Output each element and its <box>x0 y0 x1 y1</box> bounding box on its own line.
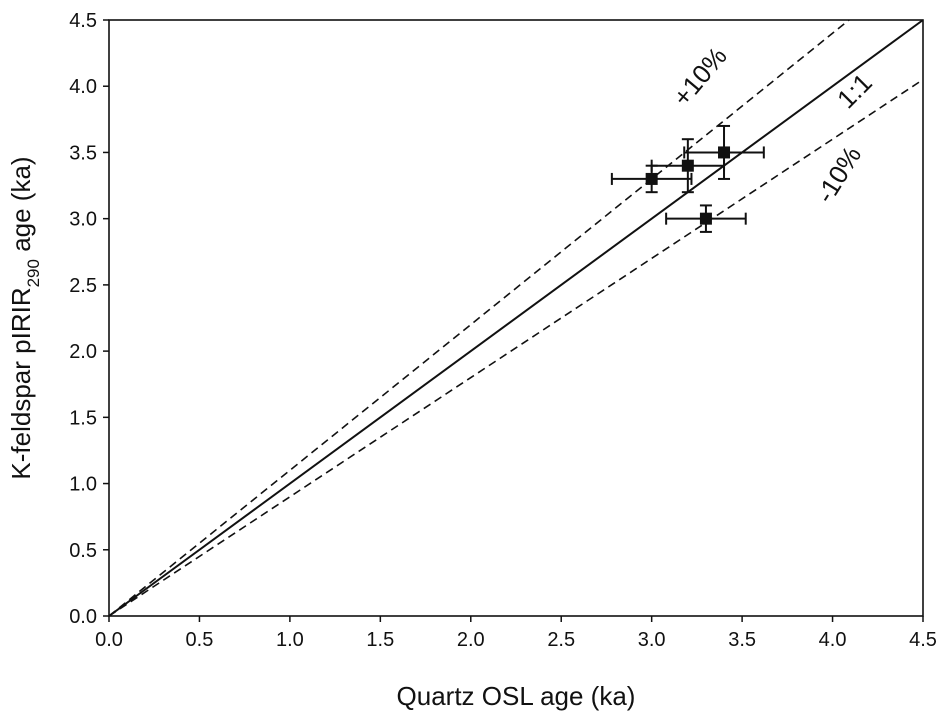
reference-line-1 <box>108 19 850 617</box>
plot-frame <box>108 19 924 617</box>
x-tick-label-4: 2.0 <box>457 629 485 651</box>
marker-1 <box>681 159 694 172</box>
x-tick-label-3: 1.5 <box>366 629 394 651</box>
marker-3 <box>699 212 712 225</box>
y-tick-label-3: 1.5 <box>69 407 97 429</box>
x-tick-label-1: 0.5 <box>186 629 214 651</box>
y-tick-label-4: 2.0 <box>69 341 97 363</box>
x-tick-label-9: 4.5 <box>909 629 937 651</box>
x-tick-label-2: 1.0 <box>276 629 304 651</box>
data-point-1 <box>650 138 726 194</box>
x-tick-label-0: 0.0 <box>95 629 123 651</box>
y-tick-label-6: 3.0 <box>69 209 97 231</box>
y-tick-label-9: 4.5 <box>69 10 97 32</box>
data-point-3 <box>665 204 747 233</box>
y-axis-title-suffix: age (ka) <box>6 156 36 259</box>
y-axis-title-prefix: K-feldspar pIRIR <box>6 287 36 479</box>
y-tick-label-5: 2.5 <box>69 275 97 297</box>
x-axis-title: Quartz OSL age (ka) <box>397 681 636 711</box>
y-axis-title: K-feldspar pIRIR290 age (ka) <box>6 156 43 479</box>
reference-line-2 <box>108 78 924 617</box>
x-tick-label-8: 4.0 <box>819 629 847 651</box>
y-tick-label-1: 0.5 <box>69 540 97 562</box>
annotation-1-1: 1:1 <box>831 67 878 114</box>
x-tick-label-6: 3.0 <box>638 629 666 651</box>
reference-line-0 <box>108 19 924 617</box>
x-tick-label-7: 3.5 <box>728 629 756 651</box>
data-points <box>610 124 765 233</box>
y-axis-title-subscript: 290 <box>24 259 43 287</box>
reference-lines <box>108 19 924 617</box>
y-tick-label-2: 1.0 <box>69 474 97 496</box>
axis-ticks: 0.0 0.5 1.0 1.5 2.0 2.5 3.0 3.5 4.0 4.5 0.0 0.5 1.0 1… <box>69 10 937 651</box>
data-point-2 <box>683 124 765 180</box>
y-tick-label-0: 0.0 <box>69 606 97 628</box>
y-tick-label-8: 4.0 <box>69 76 97 98</box>
y-tick-label-7: 3.5 <box>69 142 97 164</box>
line-annotations: +10% 1:1 -10% <box>667 41 878 208</box>
annotation-minus-10: -10% <box>810 141 868 208</box>
annotation-plus-10: +10% <box>667 41 733 112</box>
x-tick-label-5: 2.5 <box>547 629 575 651</box>
marker-0 <box>645 172 658 185</box>
marker-2 <box>718 146 731 159</box>
